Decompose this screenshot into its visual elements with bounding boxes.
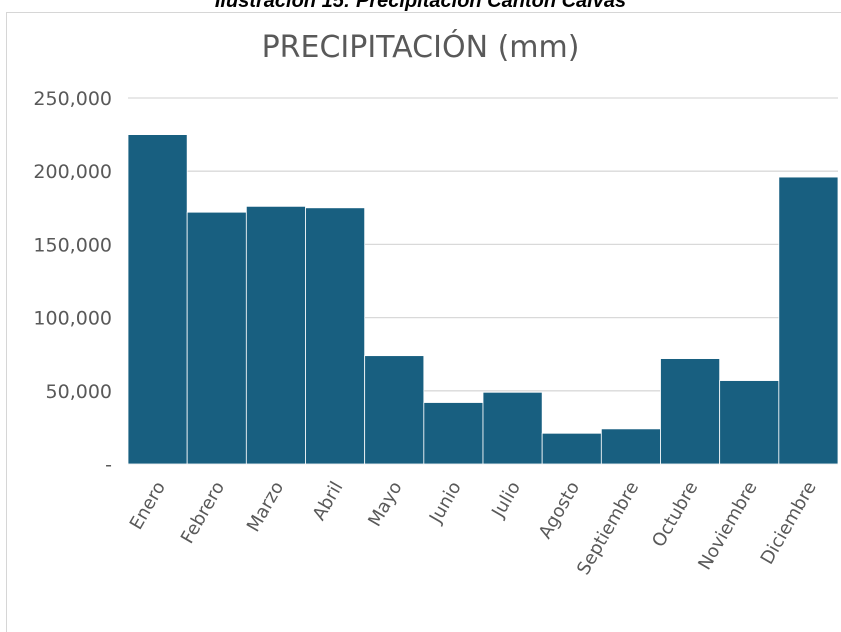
bar-septiembre [600,428,661,465]
figure-caption: Ilustración 15: Precipitación Cantón Cal… [214,0,627,12]
y-tick-label: 100,000 [33,308,112,330]
bar-marzo [245,205,306,465]
bar-diciembre [778,176,839,465]
x-tick-label: Mayo [364,478,406,530]
x-tick-label: Enero [126,478,170,533]
x-axis-ticks: Enero Febrero Marzo Abril Mayo Junio Julio Agos… [126,478,821,579]
bar-julio [482,391,543,465]
bar-chart: - 50,000 100,000 150,000 200,000 250,000 Ener… [33,88,839,579]
x-tick-label: Abril [309,478,348,524]
x-tick-label: Noviembre [694,478,761,574]
x-tick-label: Febrero [177,478,229,547]
bar-abril [305,207,366,465]
x-tick-label: Agosto [535,478,584,542]
chart-frame [6,12,841,632]
x-tick-label: Junio [425,478,466,528]
y-tick-label: - [105,454,112,476]
bar-mayo [364,355,425,465]
y-tick-label: 150,000 [33,234,112,256]
x-tick-label: Septiembre [573,478,643,579]
x-tick-label: Diciembre [757,478,821,568]
bar-octubre [660,358,721,465]
chart-title: PRECIPITACIÓN (mm) [261,30,580,65]
x-tick-label: Octubre [648,478,702,551]
bar-enero [127,134,188,465]
y-axis-ticks: - 50,000 100,000 150,000 200,000 250,000 [33,88,112,476]
y-tick-label: 250,000 [33,88,112,110]
bar-agosto [541,432,602,465]
y-tick-label: 200,000 [33,161,112,183]
x-tick-label: Marzo [243,478,288,536]
bars [127,134,839,465]
bar-noviembre [719,380,780,465]
y-tick-label: 50,000 [46,381,112,403]
bar-junio [423,402,484,465]
x-tick-label: Julio [487,478,525,522]
bar-febrero [186,211,247,465]
